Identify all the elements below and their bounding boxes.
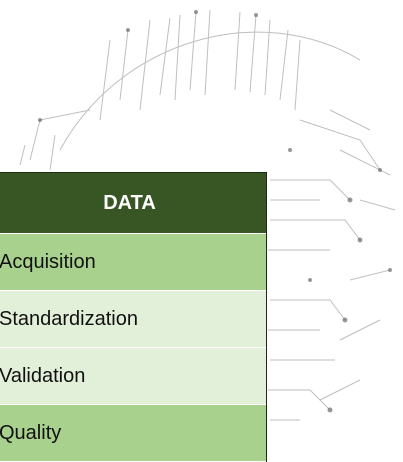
table-row: Validation — [0, 348, 266, 405]
table-row: Acquisition — [0, 234, 266, 291]
table-header: DATA — [0, 173, 266, 234]
table-row: Quality — [0, 405, 266, 462]
table-row: Standardization — [0, 291, 266, 348]
data-table: DATA Acquisition Standardization Validat… — [0, 172, 267, 462]
